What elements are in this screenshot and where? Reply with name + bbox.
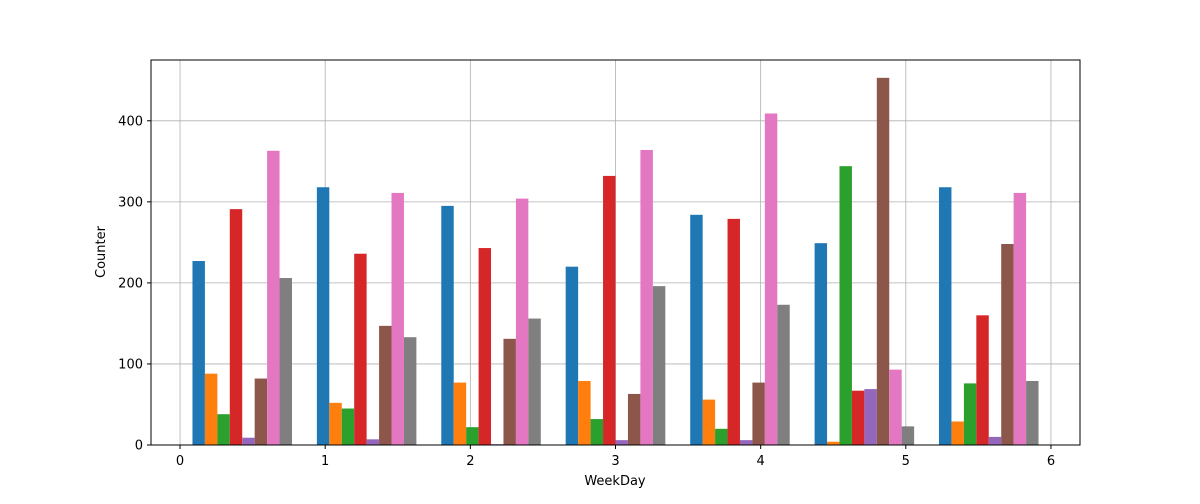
x-axis-label: WeekDay bbox=[584, 474, 646, 489]
bar-bin6-series3 bbox=[976, 315, 989, 445]
bar-bin1-series3 bbox=[354, 253, 367, 445]
bar-bin4-series3 bbox=[727, 218, 740, 445]
x-tick-label: 6 bbox=[1047, 454, 1055, 469]
bar-bin0-series4 bbox=[242, 437, 255, 445]
bar-bin6-series6 bbox=[1013, 192, 1027, 445]
bar-bin2-series0 bbox=[441, 205, 454, 445]
x-axis-ticks: 0 1 2 3 4 5 6 bbox=[176, 445, 1055, 469]
bar-bin0-series6 bbox=[267, 150, 280, 446]
bar-bin3-series7 bbox=[652, 286, 666, 445]
bar-bin5-series0 bbox=[814, 243, 828, 445]
bar-bin3-series4 bbox=[615, 440, 628, 445]
y-tick-label: 400 bbox=[118, 114, 143, 129]
bar-bin3-series1 bbox=[578, 380, 591, 445]
bar-bin2-series7 bbox=[528, 318, 541, 445]
x-tick-label: 2 bbox=[466, 454, 474, 469]
bar-bin5-series3 bbox=[851, 390, 865, 445]
bar-bin3-series2 bbox=[590, 419, 604, 445]
bar-bin0-series7 bbox=[279, 278, 292, 445]
bar-bin5-series4 bbox=[864, 389, 877, 445]
bar-bin6-series0 bbox=[939, 187, 952, 445]
bar-bin6-series4 bbox=[988, 436, 1002, 445]
bar-bin4-series7 bbox=[777, 304, 790, 445]
bar-bin2-series6 bbox=[515, 198, 529, 445]
bar-bin3-series0 bbox=[565, 266, 579, 445]
bar-bin0-series0 bbox=[192, 261, 205, 445]
bar-bin6-series7 bbox=[1026, 380, 1039, 445]
y-tick-label: 200 bbox=[118, 276, 143, 291]
bar-bin1-series5 bbox=[379, 325, 392, 445]
bar-bin6-series2 bbox=[963, 383, 977, 445]
bar-bin2-series1 bbox=[453, 382, 467, 445]
y-axis-ticks: 0 100 200 300 400 bbox=[118, 114, 151, 454]
bar-bin0-series3 bbox=[229, 209, 243, 445]
bar-bin4-series0 bbox=[690, 214, 703, 445]
bar-bin3-series6 bbox=[640, 149, 653, 445]
bar-bin0-series2 bbox=[217, 414, 230, 445]
bar-bin4-series5 bbox=[752, 382, 765, 445]
bar-bin2-series2 bbox=[466, 427, 479, 445]
bar-bin1-series7 bbox=[403, 337, 417, 445]
bar-bin5-series7 bbox=[901, 426, 915, 445]
y-tick-label: 100 bbox=[118, 357, 143, 372]
bar-bin5-series1 bbox=[827, 441, 840, 445]
bar-bin5-series2 bbox=[839, 166, 852, 445]
bar-bin0-series1 bbox=[204, 373, 218, 445]
bar-bin1-series4 bbox=[366, 439, 380, 445]
bar-bin4-series1 bbox=[702, 399, 716, 445]
bar-bin4-series6 bbox=[764, 113, 778, 445]
bar-bin1-series0 bbox=[316, 187, 330, 445]
y-tick-label: 300 bbox=[118, 195, 143, 210]
x-tick-label: 0 bbox=[176, 454, 184, 469]
bar-bin4-series2 bbox=[715, 428, 728, 445]
y-axis-label: Counter bbox=[94, 225, 109, 278]
bar-bin2-series5 bbox=[503, 338, 516, 445]
bar-bin5-series5 bbox=[876, 77, 890, 446]
y-tick-label: 0 bbox=[135, 439, 143, 454]
bar-bin4-series4 bbox=[739, 440, 753, 445]
bar-bin3-series5 bbox=[627, 393, 641, 445]
bar-bin6-series5 bbox=[1001, 243, 1014, 445]
x-tick-label: 5 bbox=[902, 454, 910, 469]
bar-bin0-series5 bbox=[254, 378, 268, 445]
bar-bin1-series6 bbox=[391, 192, 404, 445]
x-tick-label: 4 bbox=[757, 454, 765, 469]
bar-bin1-series2 bbox=[341, 408, 355, 445]
bar-bin5-series6 bbox=[889, 369, 902, 445]
bar-bin3-series3 bbox=[603, 175, 616, 445]
x-tick-label: 3 bbox=[611, 454, 619, 469]
bar-bin6-series1 bbox=[951, 421, 964, 445]
bar-bin2-series3 bbox=[478, 248, 492, 445]
x-tick-label: 1 bbox=[321, 454, 329, 469]
bar-bin1-series1 bbox=[329, 402, 342, 445]
bars bbox=[192, 77, 1039, 446]
